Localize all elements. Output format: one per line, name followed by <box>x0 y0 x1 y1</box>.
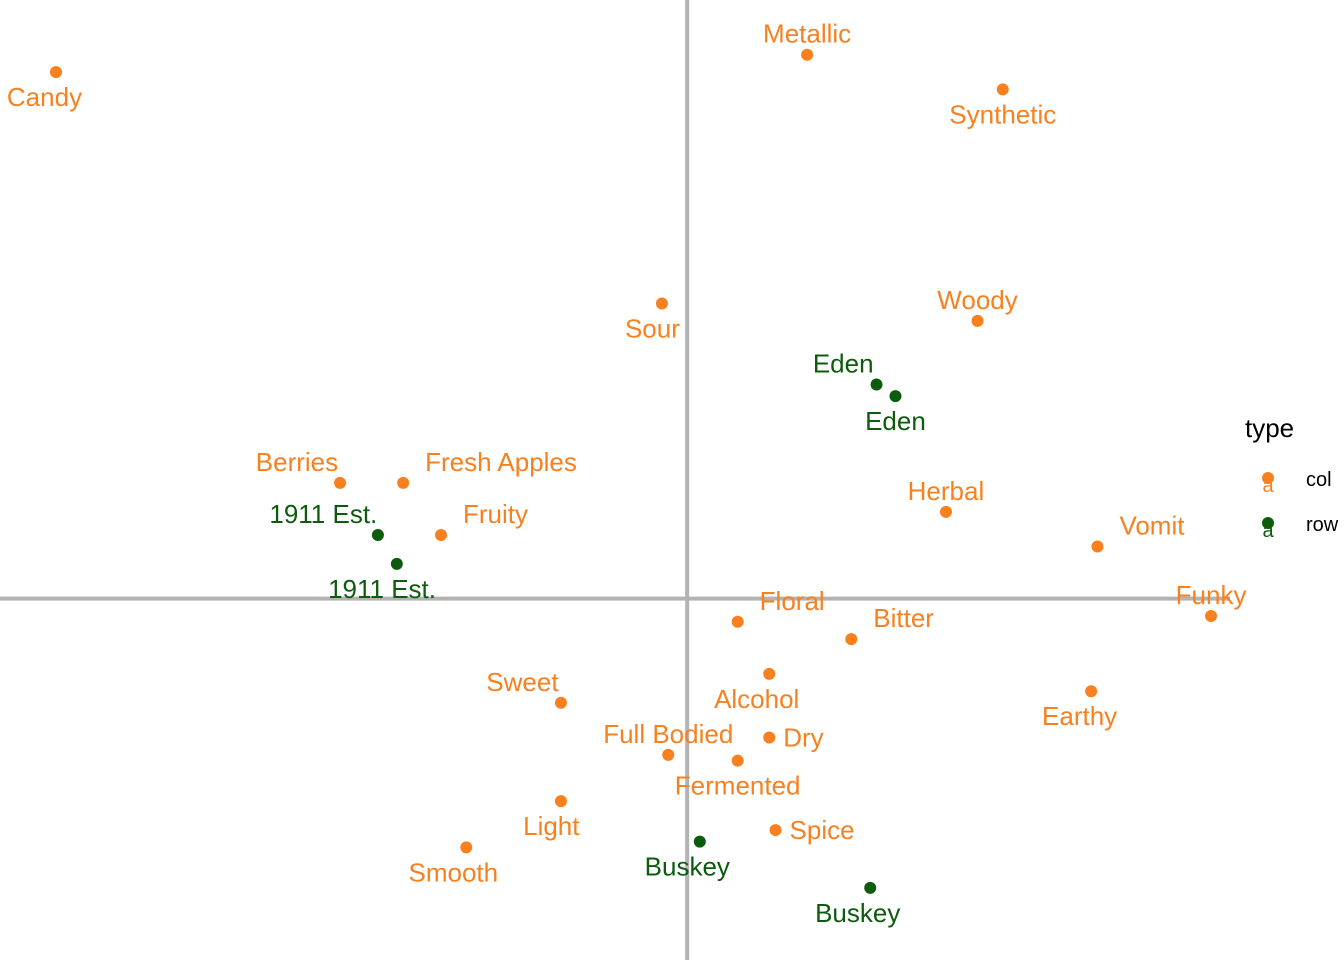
col-point <box>845 633 858 646</box>
col-point <box>769 824 782 837</box>
col-point <box>1205 609 1218 622</box>
col-point <box>554 696 567 709</box>
col-point-label: Herbal <box>908 476 985 506</box>
col-point <box>554 795 567 808</box>
col-point <box>397 476 410 489</box>
col-point <box>1091 540 1104 553</box>
legend-key-row <box>1262 517 1274 529</box>
col-point-label: Smooth <box>409 857 499 887</box>
col-point-label: Candy <box>7 82 82 112</box>
col-point <box>801 48 814 61</box>
col-point <box>731 754 744 767</box>
col-point <box>996 83 1009 96</box>
row-point <box>870 378 883 391</box>
col-point-label: Dry <box>783 722 823 752</box>
col-point <box>655 297 668 310</box>
col-point-label: Metallic <box>763 19 851 49</box>
col-point <box>662 748 675 761</box>
chart-marks: Candy Metallic Synthetic Sour Woody Berries Fr… <box>7 19 1247 928</box>
row-point <box>371 528 384 541</box>
row-point-label: Buskey <box>645 852 730 882</box>
col-point-label: Sweet <box>486 667 559 697</box>
legend-title: type <box>1245 413 1294 443</box>
col-point-label: Synthetic <box>949 99 1056 129</box>
legend: type a col a row <box>1245 413 1339 542</box>
legend-key-glyph: a <box>1262 475 1274 497</box>
col-point-label: Light <box>523 811 580 841</box>
col-point-label: Fruity <box>463 499 528 529</box>
col-point-label: Woody <box>937 285 1017 315</box>
col-point-label: Berries <box>256 447 338 477</box>
row-point-label: Buskey <box>815 898 900 928</box>
col-point <box>1085 685 1098 698</box>
row-point <box>693 835 706 848</box>
legend-label-row: row <box>1306 514 1339 536</box>
col-point-label: Floral <box>760 586 825 616</box>
col-point <box>971 314 984 327</box>
col-point-label: Spice <box>790 815 855 845</box>
row-point-label: Eden <box>865 406 926 436</box>
row-point-label: Eden <box>813 349 874 379</box>
col-point-label: Full Bodied <box>603 719 733 749</box>
col-point <box>334 476 347 489</box>
col-point-label: Earthy <box>1042 701 1117 731</box>
col-point-label: Bitter <box>873 603 934 633</box>
col-point-label: Sour <box>625 314 680 344</box>
row-point-label: 1911 Est. <box>328 574 436 604</box>
col-point <box>939 505 952 518</box>
row-point <box>864 881 877 894</box>
row-point <box>889 390 902 403</box>
col-point <box>460 841 473 854</box>
col-point-label: Vomit <box>1119 511 1185 541</box>
col-point <box>435 528 448 541</box>
col-point-label: Alcohol <box>714 684 799 714</box>
col-point <box>763 667 776 680</box>
legend-key-glyph: a <box>1262 520 1274 542</box>
col-point <box>763 731 776 744</box>
zero-axes <box>0 0 1230 960</box>
col-point-label: Funky <box>1176 580 1247 610</box>
legend-key-col <box>1262 472 1274 484</box>
col-point <box>50 66 62 79</box>
col-point-label: Fermented <box>675 771 801 801</box>
legend-label-col: col <box>1306 469 1332 491</box>
col-point-label: Fresh Apples <box>425 447 577 477</box>
row-point-label: 1911 Est. <box>269 499 377 529</box>
row-point <box>390 557 403 570</box>
col-point <box>731 615 744 628</box>
